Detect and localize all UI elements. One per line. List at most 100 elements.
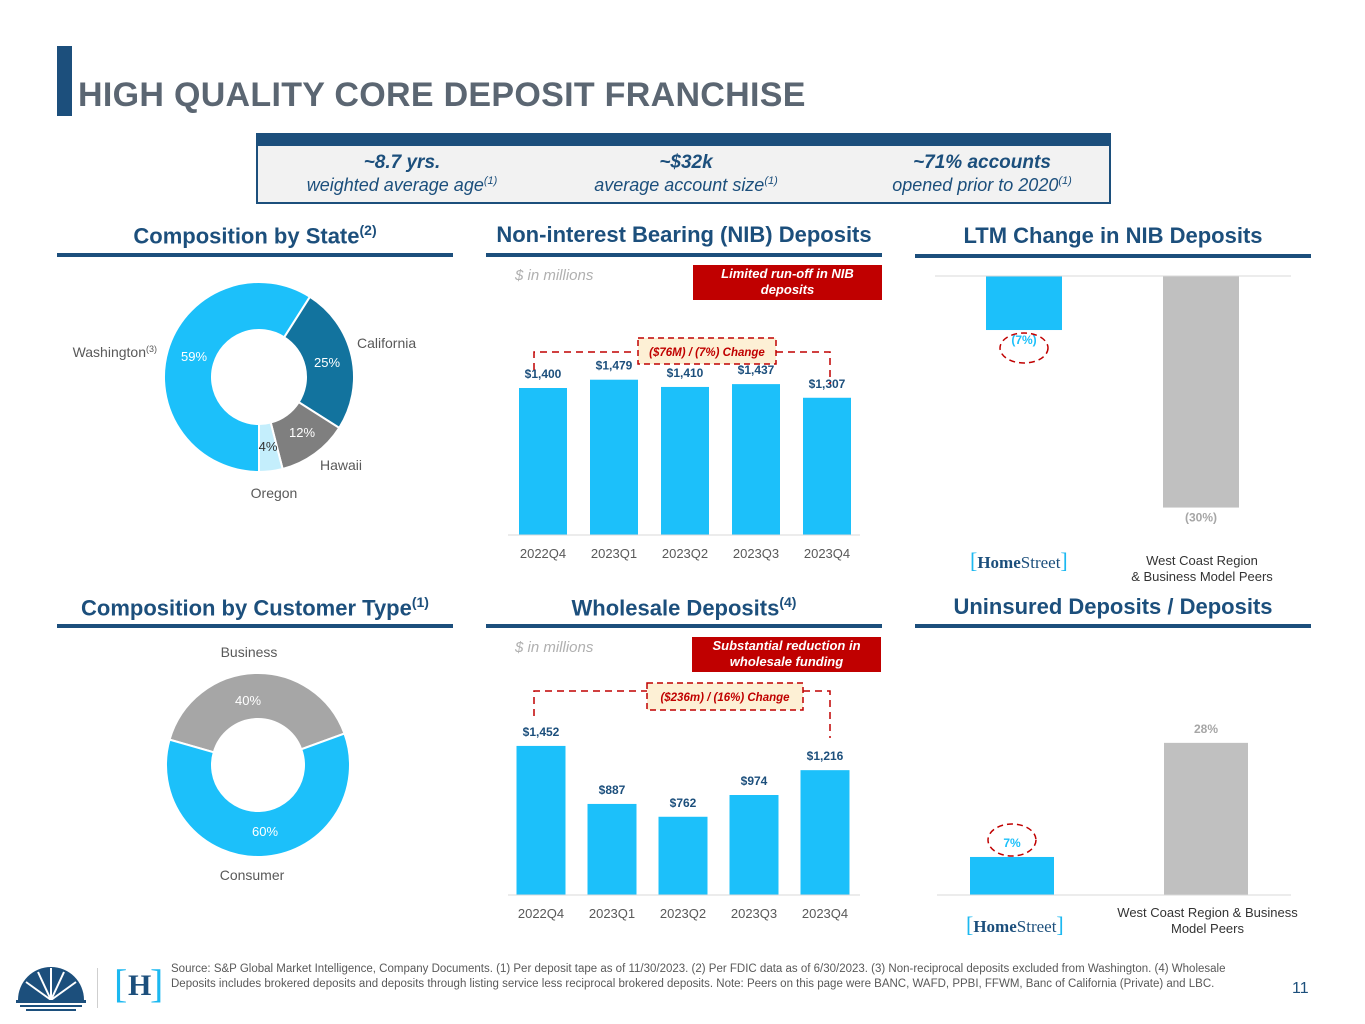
section-title-nib: Non-interest Bearing (NIB) Deposits (496, 222, 872, 247)
state-donut-chart: 59% Washington(3) 25% California 12% Hawaii 4%… (73, 281, 417, 501)
h-logo-icon: [ H ] (114, 961, 164, 1006)
wholesale-bar-chart: $1,452 2022Q4 $887 2023Q1 $762 2023Q2 $974 2023… (508, 682, 860, 921)
state-labels: 59% Washington(3) 25% California 12% Hawaii 4%… (73, 335, 417, 501)
customer-slices (165, 672, 351, 858)
peer-label-uninsured: West Coast Region & Business Model Peers (1117, 905, 1298, 936)
slice-value-label: 59% (181, 349, 207, 364)
donut-slice-consumer (165, 732, 351, 858)
page-title: HIGH QUALITY CORE DEPOSIT FRANCHISE (78, 76, 806, 114)
customer-donut-chart: 40% Business 60% Consumer (165, 644, 351, 883)
bar-value-label: 7% (1003, 836, 1021, 850)
kpi-account-size: ~$32k average account size(1) (546, 152, 826, 196)
customer-labels: 40% Business 60% Consumer (220, 644, 285, 883)
change-bracket (533, 351, 831, 384)
bar-2023q4 (800, 770, 850, 895)
units-label-nib: $ in millions (515, 267, 594, 284)
category-tick-label: 2023Q1 (589, 906, 635, 921)
slice-value-label: 4% (259, 439, 278, 454)
kpi-desc: average account size(1) (594, 175, 778, 195)
bar-west-coast-region-business-model-peers (1164, 742, 1248, 895)
nib-bars: $1,400 2022Q4 $1,479 2023Q1 $1,410 2023Q2 $1,4… (508, 359, 860, 561)
bar-2023q3 (732, 384, 780, 535)
section-rule (486, 253, 882, 257)
section-rule (915, 254, 1311, 258)
section-title-ltm: LTM Change in NIB Deposits (963, 223, 1263, 248)
donut-slice-business (168, 672, 346, 754)
kpi-banner-top (256, 133, 1111, 146)
homestreet-logo-uninsured: [HomeStreet] (966, 912, 1064, 937)
section-title-wholesale: Wholesale Deposits(4) (571, 594, 797, 621)
page-number: 11 (1292, 980, 1309, 997)
section-rule (57, 624, 453, 628)
bar-value-label: (30%) (1185, 511, 1217, 525)
category-tick-label: 2023Q2 (660, 906, 706, 921)
bar-value-label: (7%) (1011, 333, 1036, 347)
bar-2022q4 (516, 745, 566, 895)
slice-category-label: Consumer (220, 867, 285, 883)
bar-2023q2 (658, 816, 708, 895)
slice-value-label: 40% (235, 693, 261, 708)
donut-slice-washington (163, 281, 312, 474)
bar-2023q3 (729, 795, 779, 895)
kpi-desc: weighted average age(1) (306, 175, 498, 195)
bar-2023q4 (803, 397, 851, 535)
kpi-headline: ~71% accounts (913, 152, 1051, 173)
bar-2022q4 (519, 388, 567, 535)
uninsured-bar-chart: 7% 28% (937, 722, 1291, 896)
change-label: ($236m) / (16%) Change (660, 692, 790, 704)
bar-value-label: $1,400 (525, 367, 562, 381)
ltm-bar-chart: (7%) (30%) (935, 275, 1291, 525)
section-rule (57, 253, 453, 257)
bar-value-label: $1,307 (809, 377, 846, 391)
category-tick-label: 2022Q4 (518, 906, 564, 921)
bar-value-label: 28% (1194, 722, 1218, 736)
bar-value-label: $1,410 (667, 366, 704, 380)
section-rule (915, 624, 1311, 628)
units-label-wholesale: $ in millions (515, 639, 594, 656)
slice-value-label: 25% (314, 355, 340, 370)
bar-value-label: $1,479 (596, 359, 633, 373)
slice-category-label: California (357, 335, 416, 351)
highlight-circle (987, 823, 1037, 857)
uninsured-bars: 7% 28% (937, 722, 1291, 896)
category-tick-label: 2023Q4 (802, 906, 848, 921)
homestreet-logo-ltm: [HomeStreet] (970, 548, 1068, 573)
bar-2023q1 (587, 803, 637, 895)
bar-value-label: $1,452 (523, 725, 560, 739)
change-label: ($76M) / (7%) Change (649, 347, 765, 359)
ltm-bars: (7%) (30%) (935, 275, 1291, 525)
bar-2023q2 (661, 386, 709, 535)
title-accent-bar (57, 46, 72, 116)
bar-value-label: $974 (741, 774, 768, 788)
donut-slice-oregon (258, 421, 284, 474)
kpi-accounts-opened: ~71% accounts opened prior to 2020(1) (842, 152, 1122, 196)
kpi-headline: ~8.7 yrs. (363, 152, 441, 173)
slice-value-label: 60% (252, 824, 278, 839)
slice-category-label: Washington(3) (73, 344, 157, 360)
sun-logo-icon (16, 967, 86, 1011)
kpi-weighted-age: ~8.7 yrs. weighted average age(1) (262, 152, 542, 196)
bar-value-label: $1,216 (807, 749, 844, 763)
bar-homestreet (970, 856, 1054, 895)
donut-slice-california (282, 295, 355, 430)
bar-2023q1 (590, 379, 638, 535)
section-rule (486, 624, 882, 628)
category-tick-label: 2023Q1 (591, 546, 637, 561)
kpi-banner: ~8.7 yrs. weighted average age(1) ~$32k … (256, 146, 1111, 204)
bar-value-label: $887 (599, 783, 626, 797)
wholesale-bars: $1,452 2022Q4 $887 2023Q1 $762 2023Q2 $974 2023… (508, 725, 860, 921)
footer-divider (97, 968, 98, 1008)
category-tick-label: 2023Q3 (731, 906, 777, 921)
bar-value-label: $1,437 (738, 363, 775, 377)
bar-value-label: $762 (670, 796, 697, 810)
bar-homestreet (986, 276, 1062, 331)
slice-category-label: Oregon (251, 485, 298, 501)
highlight-circle (999, 332, 1049, 364)
category-tick-label: 2023Q3 (733, 546, 779, 561)
slice-value-label: 12% (289, 425, 315, 440)
section-title-uninsured: Uninsured Deposits / Deposits (953, 594, 1273, 619)
source-footnote: Source: S&P Global Market Intelligence, … (171, 963, 1226, 990)
slice-category-label: Business (221, 644, 278, 660)
category-tick-label: 2023Q4 (804, 546, 850, 561)
wholesale-change-annotation: ($236m) / (16%) Change (533, 682, 831, 738)
